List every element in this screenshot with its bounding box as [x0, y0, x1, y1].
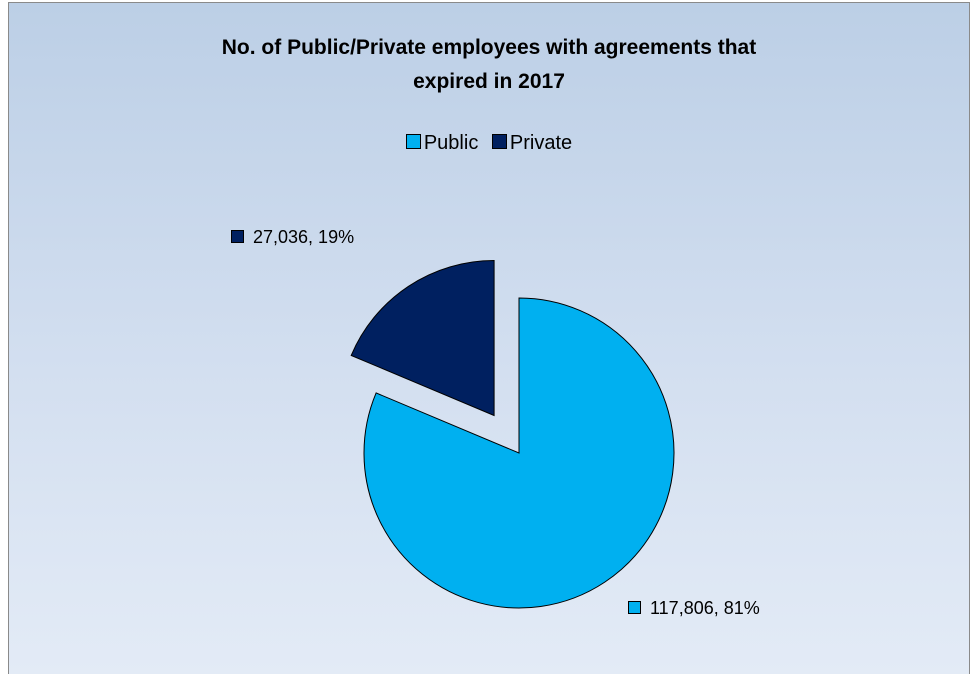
- data-label-private-text: 27,036, 19%: [253, 227, 355, 247]
- data-label-public-text: 117,806, 81%: [650, 598, 760, 618]
- legend-swatch-public: [405, 134, 421, 149]
- pie-slice-public: [363, 297, 675, 609]
- data-label-public: 117,806, 81%: [628, 598, 760, 619]
- chart-legend: Public Private: [9, 132, 969, 155]
- chart-area: No. of Public/Private employees with agr…: [8, 2, 970, 674]
- data-label-private: 27,036, 19%: [231, 227, 354, 248]
- data-label-swatch-public: [628, 601, 641, 614]
- legend-label-private: Private: [509, 132, 573, 154]
- chart-title-line-1: No. of Public/Private employees with agr…: [221, 36, 757, 59]
- legend-swatch-private: [491, 134, 507, 149]
- chart-title-line-2: expired in 2017: [413, 70, 565, 93]
- pie-slice-private: [350, 260, 495, 417]
- legend-label-public: Public: [423, 132, 479, 154]
- data-label-swatch-private: [231, 230, 244, 243]
- pie-chart: [350, 260, 675, 609]
- legend-item-private: Private: [491, 132, 573, 155]
- legend-item-public: Public: [405, 132, 479, 155]
